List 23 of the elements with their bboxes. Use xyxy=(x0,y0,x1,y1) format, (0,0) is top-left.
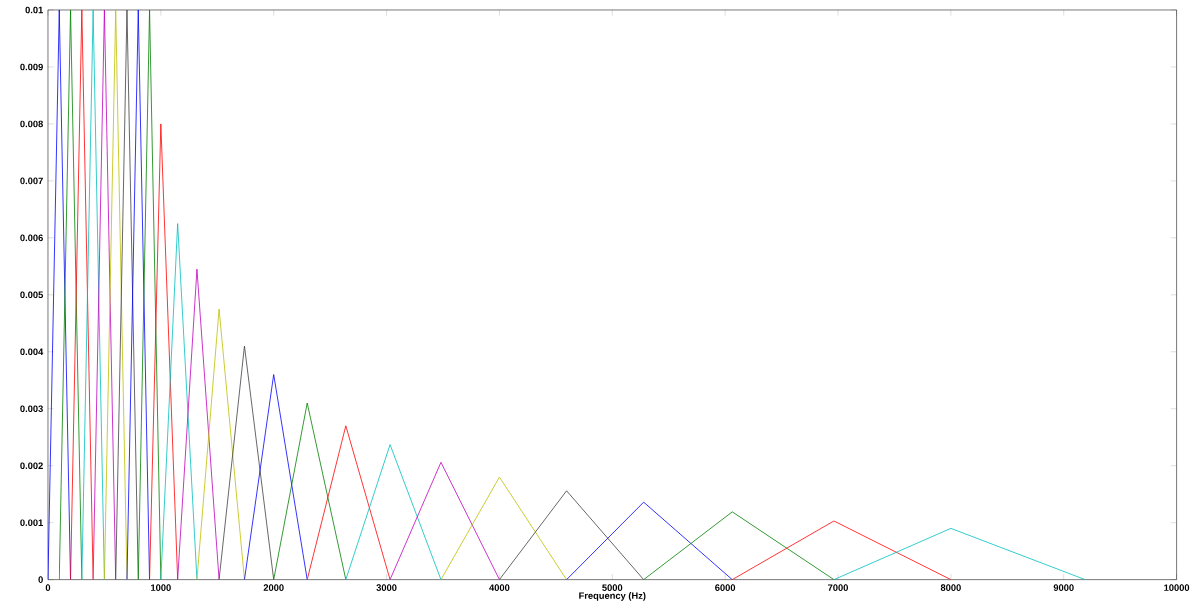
y-tick-label: 0.003 xyxy=(20,405,43,413)
x-tick-label: 7000 xyxy=(828,584,848,592)
x-tick-label: 6000 xyxy=(715,584,736,592)
y-tick-label: 0.007 xyxy=(20,177,43,185)
y-tick-label: 0.004 xyxy=(20,348,44,356)
y-tick-label: 0 xyxy=(38,576,43,584)
x-tick-label: 4000 xyxy=(489,584,510,592)
y-tick-label: 0.009 xyxy=(20,63,43,71)
x-tick-label: 9000 xyxy=(1053,584,1074,592)
x-tick-label: 0 xyxy=(45,584,51,592)
y-tick-label: 0.006 xyxy=(20,234,43,242)
y-tick-label: 0.001 xyxy=(20,519,44,527)
x-tick-label: 5000 xyxy=(602,584,623,592)
y-tick-label: 0.008 xyxy=(20,120,43,128)
x-tick-label: 2000 xyxy=(263,584,284,592)
y-tick-label: 0.005 xyxy=(20,291,44,299)
x-tick-label: 3000 xyxy=(376,584,397,592)
x-tick-label: 10000 xyxy=(1164,584,1190,592)
y-tick-label: 0.002 xyxy=(20,462,43,470)
x-tick-label: 8000 xyxy=(940,584,961,592)
x-axis-title: Frequency (Hz) xyxy=(579,592,646,601)
x-tick-label: 1000 xyxy=(151,584,171,592)
y-tick-label: 0.01 xyxy=(25,6,44,14)
